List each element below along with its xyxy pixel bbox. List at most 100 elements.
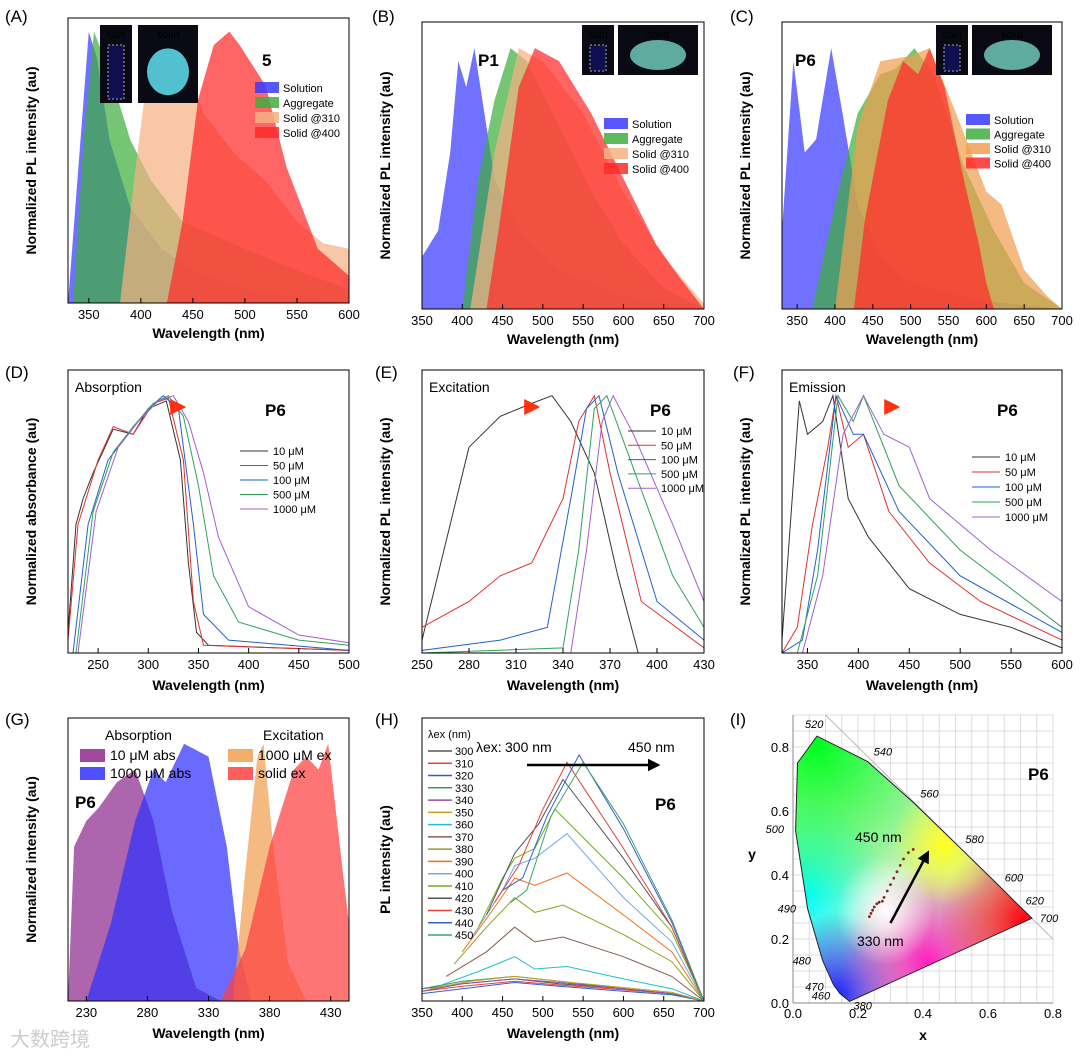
x-tick-label: 340: [552, 657, 574, 672]
legend-group-title: Excitation: [263, 727, 324, 743]
x-tick-label: 600: [975, 313, 997, 328]
x-tick-label: 350: [786, 313, 808, 328]
excitation-start-label: 300 nm: [505, 739, 552, 755]
wavelength-label: 700: [1040, 913, 1059, 925]
legend-label: 400: [455, 869, 473, 881]
legend-label: 1000 μM abs: [110, 765, 191, 781]
legend-swatch: [255, 82, 279, 93]
panel-d: [67, 369, 350, 654]
legend-label: 10 μM abs: [110, 747, 176, 763]
wavelength-label: 470: [805, 981, 824, 993]
legend-label: 10 μM: [1005, 452, 1036, 464]
legend-swatch: [966, 114, 990, 125]
chromaticity-point: [880, 899, 884, 903]
x-tick-label: 380: [259, 1005, 281, 1020]
x-tick-label: 450: [898, 657, 920, 672]
legend-label: 320: [455, 771, 473, 783]
x-tick-label: 650: [653, 313, 675, 328]
legend-label: Aggregate: [994, 130, 1045, 142]
panel-letter: (I): [730, 710, 746, 729]
series-area-3: [486, 48, 704, 309]
plot-frame: [67, 17, 350, 304]
series-line-3: [796, 394, 1063, 654]
cuvette-icon: [589, 44, 607, 72]
x-tick-label: 400: [451, 313, 473, 328]
x-tick-label: 700: [693, 313, 715, 328]
x-tick-label: 600: [1051, 657, 1073, 672]
panel-heading: Excitation: [429, 379, 490, 395]
excitation-label: λex:: [476, 739, 502, 755]
x-tick-label: 230: [75, 1005, 97, 1020]
legend-swatch: [228, 749, 253, 762]
excitation-end-label: 450 nm: [628, 739, 675, 755]
series-line-13: [494, 761, 705, 1002]
series-area-3: [853, 48, 994, 309]
series-line-4: [421, 978, 705, 1002]
wavelength-label: 520: [805, 719, 824, 731]
series-area-1: [86, 743, 252, 1001]
inset-label: solid: [1001, 29, 1024, 41]
panel-heading: Emission: [789, 379, 846, 395]
series-line-15: [510, 761, 705, 1002]
legend-label: 50 μM: [273, 461, 304, 473]
series-line-2: [72, 395, 350, 654]
wavelength-label: 480: [793, 955, 812, 967]
legend-label: 100 μM: [661, 455, 698, 467]
plot-frame: [67, 369, 350, 654]
legend-label: 50 μM: [1005, 467, 1036, 479]
chromaticity-point: [898, 864, 902, 867]
wavelength-label: 460: [812, 990, 831, 1002]
panel-letter: (H): [375, 710, 399, 729]
spectral-locus: [795, 735, 1033, 1002]
legend-label: 350: [455, 807, 473, 819]
x-tick-label: 550: [572, 1005, 594, 1020]
y-tick-label: 0.6: [771, 804, 789, 819]
plot-frame: [781, 369, 1063, 654]
x-tick-label: 450: [288, 657, 310, 672]
legend-swatch: [255, 127, 279, 138]
sample-label: P6: [1028, 765, 1049, 784]
legend-label: Solution: [283, 83, 323, 95]
chromaticity-point: [902, 857, 905, 861]
x-tick-label: 450: [492, 1005, 514, 1020]
inset-label: soln: [588, 29, 608, 41]
legend-label: 360: [455, 820, 473, 832]
wavelength-label: 560: [920, 788, 939, 800]
x-tick-label: 650: [1013, 313, 1035, 328]
x-tick-label: 350: [411, 1005, 433, 1020]
y-tick-label: 0.0: [771, 996, 789, 1011]
x-tick-label: 400: [824, 313, 846, 328]
chromaticity-point: [875, 902, 879, 906]
x-tick-label: 280: [458, 657, 480, 672]
chromaticity-point: [872, 905, 876, 909]
legend-label: Aggregate: [632, 134, 683, 146]
x-tick-label: 500: [532, 313, 554, 328]
panel-letter: (C): [730, 7, 754, 26]
legend-label: 340: [455, 795, 473, 807]
x-tick-label: 700: [1051, 313, 1073, 328]
y-axis-label: Normalized PL intensity (au): [23, 67, 39, 255]
x-tick-label: 600: [338, 307, 360, 322]
panel-h: [421, 717, 705, 1002]
panel-letter: (D): [5, 363, 29, 382]
legend-label: 50 μM: [661, 440, 692, 452]
legend-group-title: Absorption: [105, 727, 172, 743]
chromaticity-point: [871, 908, 875, 912]
sample-label: P6: [795, 51, 816, 70]
series-line-9: [461, 872, 705, 1002]
panel-letter: (F): [733, 363, 755, 382]
series-line-8: [453, 896, 705, 1002]
legend-swatch: [966, 157, 990, 169]
x-tick-label: 0.0: [784, 1006, 802, 1021]
x-axis-label: Wavelength (nm): [866, 331, 978, 347]
x-tick-label: 450: [862, 313, 884, 328]
wavelength-label: 500: [766, 824, 785, 836]
x-tick-label: 700: [693, 1005, 715, 1020]
wavelength-label: 580: [965, 834, 984, 846]
powder-icon: [630, 40, 686, 70]
x-axis-label: Wavelength (nm): [152, 325, 264, 341]
series-line-1: [421, 394, 705, 649]
legend-label: Solid @400: [994, 159, 1051, 171]
sample-label: P6: [265, 401, 286, 420]
